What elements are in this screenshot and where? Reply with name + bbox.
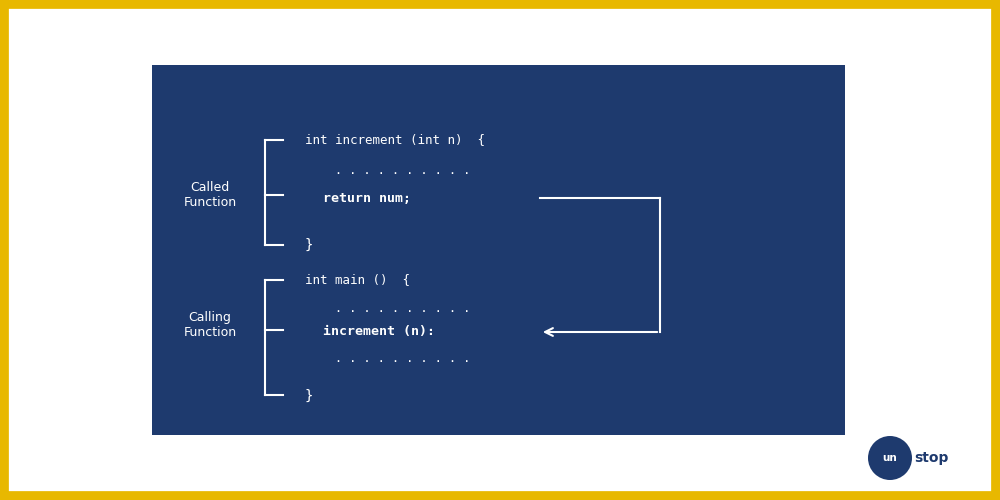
Text: return num;: return num; xyxy=(323,192,411,204)
Text: . . . . . . . . . .: . . . . . . . . . . xyxy=(335,352,470,364)
Text: . . . . . . . . . .: . . . . . . . . . . xyxy=(335,302,470,314)
Circle shape xyxy=(868,436,912,480)
Text: Calling
Function: Calling Function xyxy=(183,311,237,339)
Text: . . . . . . . . . .: . . . . . . . . . . xyxy=(335,164,470,176)
Text: int main ()  {: int main () { xyxy=(305,274,410,286)
Text: }: } xyxy=(305,389,313,403)
Text: stop: stop xyxy=(914,451,948,465)
Text: Called
Function: Called Function xyxy=(183,181,237,209)
Text: un: un xyxy=(883,453,897,463)
Text: int increment (int n)  {: int increment (int n) { xyxy=(305,134,485,146)
Text: increment (n):: increment (n): xyxy=(323,326,435,338)
Bar xyxy=(152,65,845,435)
Text: Program Control: Program Control xyxy=(672,262,774,274)
Text: }: } xyxy=(305,238,313,252)
